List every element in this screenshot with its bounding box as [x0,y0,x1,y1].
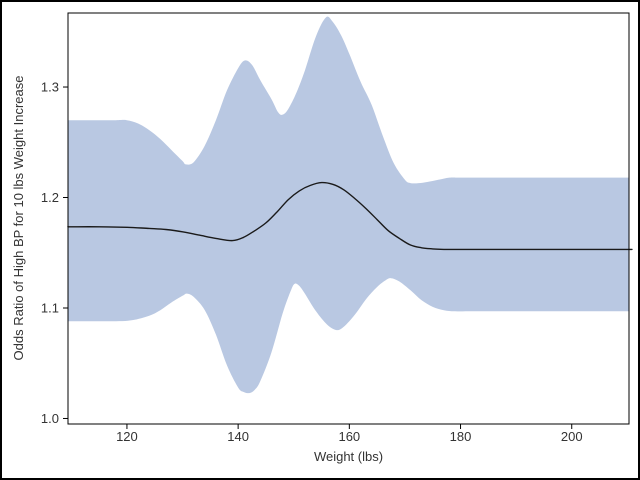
x-tick-label: 180 [450,429,472,444]
x-tick-label: 160 [338,429,360,444]
y-tick-label: 1.3 [41,80,59,95]
y-tick-label: 1.0 [41,411,59,426]
y-axis-title: Odds Ratio of High BP for 10 lbs Weight … [11,75,26,361]
x-axis-title: Weight (lbs) [313,449,384,464]
confidence-band-area [68,16,632,394]
x-tick-label: 200 [561,429,583,444]
plot-frame [67,12,630,425]
y-tick-label: 1.2 [41,190,59,205]
x-tick-label: 120 [116,429,138,444]
x-tick-label: 140 [227,429,249,444]
y-tick-label: 1.1 [41,300,59,315]
odds-ratio-line [67,181,633,251]
